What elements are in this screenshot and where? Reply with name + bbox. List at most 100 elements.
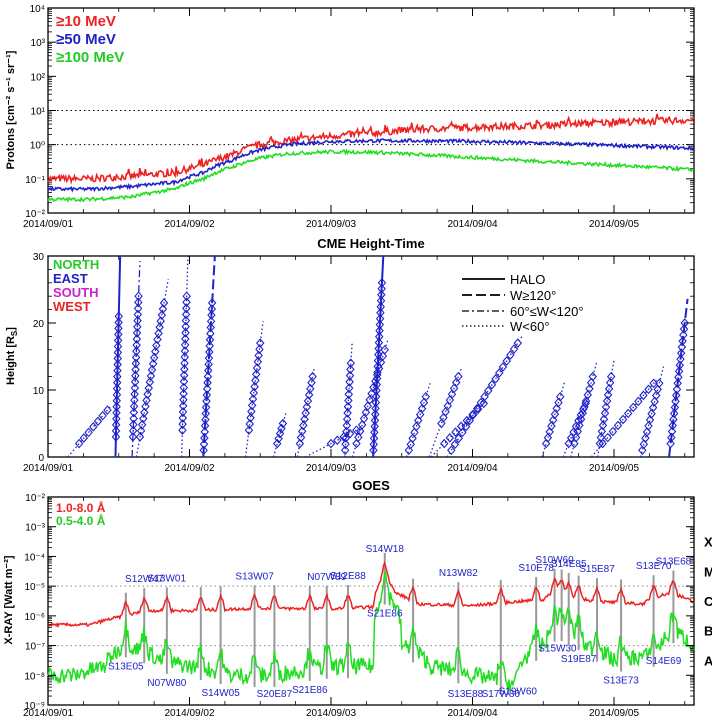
cme-diamond-marker: [374, 331, 384, 342]
cme-xtick-label: 2014/09/05: [589, 463, 639, 474]
cme-diamond-marker: [371, 409, 380, 420]
cme-diamond-marker: [419, 397, 429, 408]
cme-diamond-marker: [573, 426, 582, 437]
cme-diamond-marker: [651, 390, 661, 401]
cme-diamond-marker: [179, 388, 188, 399]
cme-diamond-marker: [345, 377, 354, 387]
cme-diamond-marker: [638, 445, 647, 456]
cme-diamond-marker: [200, 427, 209, 437]
goes-ytick-label: 10⁻³: [25, 523, 45, 534]
cme-diamond-marker: [603, 390, 613, 400]
cme-diamond-marker: [451, 427, 460, 437]
goes-flare-label-above-3: N07W89: [307, 572, 346, 583]
cme-panel: CME Height-Time 0 10 20 30 2014/09/01 2014/09…: [5, 236, 695, 474]
protons-panel: 10⁻² 10⁻¹ 10⁰ 10¹ 10² 10³ 10⁴ 2014/09/01 2014/09…: [5, 4, 695, 230]
cme-diamond-marker: [199, 445, 208, 456]
cme-diamond-marker: [629, 402, 638, 413]
cme-diamond-marker: [678, 336, 687, 346]
legend-w120-label: W≥120°: [510, 288, 556, 303]
cme-ytick-label: 10: [33, 386, 45, 397]
cme-diamond-marker: [487, 379, 497, 390]
cme-diamond-marker: [129, 419, 138, 430]
cme-fit-line-4: [180, 256, 189, 457]
cme-diamond-marker: [458, 427, 467, 438]
goes-flare-class-M: M: [704, 564, 712, 579]
cme-diamond-marker: [247, 400, 257, 411]
goes-flare-label-above-7: S10E78: [518, 563, 554, 574]
cme-diamond-marker: [370, 421, 379, 432]
cme-diamond-marker: [676, 354, 685, 365]
legend-10mev: ≥10 MeV: [56, 13, 116, 30]
cme-diamond-marker: [205, 341, 214, 351]
cme-diamond-marker: [374, 337, 384, 348]
cme-diamond-marker: [414, 415, 423, 426]
protons-series-2: [47, 148, 694, 203]
cme-diamond-marker: [408, 433, 417, 444]
cme-diamond-marker: [677, 342, 687, 352]
cme-diamond-marker: [613, 420, 623, 431]
cme-diamond-marker: [306, 383, 315, 394]
cme-diamond-marker: [251, 375, 260, 386]
cme-diamond-marker: [679, 324, 689, 334]
cme-diamond-marker: [158, 304, 168, 314]
cme-diamond-marker: [634, 396, 643, 407]
cme-diamond-marker: [371, 403, 380, 414]
cme-diamond-marker: [133, 309, 143, 320]
protons-ytick-label: 10⁻¹: [25, 175, 45, 186]
cme-fit-line-15: [430, 400, 488, 457]
goes-title: GOES: [352, 478, 390, 493]
cme-diamond-marker: [580, 402, 589, 412]
cme-diamond-marker: [180, 346, 190, 356]
cme-diamond-marker: [655, 378, 664, 389]
protons-xtick-label: 2014/09/04: [447, 219, 497, 230]
goes-flare-class-B: B: [704, 624, 712, 639]
cme-diamond-marker: [131, 358, 141, 369]
cme-diamond-marker: [647, 408, 656, 419]
cme-diamond-marker: [134, 291, 143, 302]
protons-xtick-label: 2014/09/01: [23, 219, 73, 230]
cme-diamond-marker: [178, 425, 187, 436]
legend-100mev: ≥100 MeV: [56, 49, 124, 66]
cme-diamond-marker: [326, 438, 336, 449]
cme-diamond-marker: [342, 420, 351, 431]
cme-diamond-marker: [199, 439, 209, 449]
goes-xtick-label: 2014/09/02: [164, 708, 214, 719]
goes-flare-label-above-5: S14W18: [366, 544, 405, 555]
cme-diamond-marker: [181, 334, 190, 344]
cme-diamond-marker: [130, 383, 140, 393]
cme-diamond-marker: [454, 433, 463, 444]
legend-halo-label: HALO: [510, 272, 545, 287]
cme-ytick-label: 30: [33, 252, 45, 263]
cme-fit-line-13: [406, 383, 431, 457]
cme-diamond-marker: [307, 377, 316, 388]
cme-fit-line-18: [562, 396, 590, 457]
cme-diamond-marker: [111, 432, 121, 442]
cme-diamond-marker: [491, 373, 500, 384]
cme-diamond-marker: [202, 390, 212, 400]
cme-diamond-marker: [506, 350, 515, 360]
cme-diamond-marker: [375, 319, 385, 330]
goes-flare-label-below-2: S14W05: [201, 688, 240, 699]
cme-diamond-marker: [472, 403, 482, 414]
cme-diamond-marker: [445, 433, 455, 443]
cme-diamond-marker: [342, 414, 352, 425]
cme-diamond-marker: [376, 295, 386, 306]
cme-diamond-marker: [623, 408, 633, 419]
goes-xtick-label: 2014/09/03: [306, 708, 356, 719]
cme-diamond-marker: [369, 433, 379, 444]
cme-diamond-marker: [605, 377, 615, 388]
goes-flare-label-above-0: S12W47: [125, 574, 164, 585]
goes-panel: GOES 10⁻⁹ 10⁻⁸ 10⁻⁷ 10⁻⁶ 10⁻⁵ 10⁻⁴ 10⁻³ 10⁻² 201…: [3, 478, 712, 719]
cme-diamond-marker: [376, 301, 385, 312]
protons-ytick-label: 10⁴: [30, 4, 45, 15]
cme-diamond-marker: [439, 438, 449, 449]
cme-diamond-marker: [131, 370, 140, 381]
cme-diamond-marker: [203, 371, 213, 382]
cme-diamond-marker: [370, 427, 379, 438]
cme-diamond-marker: [139, 413, 148, 424]
cme-diamond-marker: [648, 402, 658, 413]
cme-diamond-marker: [200, 420, 210, 431]
cme-diamond-marker: [89, 422, 98, 432]
cme-axes-frame: [47, 255, 695, 458]
